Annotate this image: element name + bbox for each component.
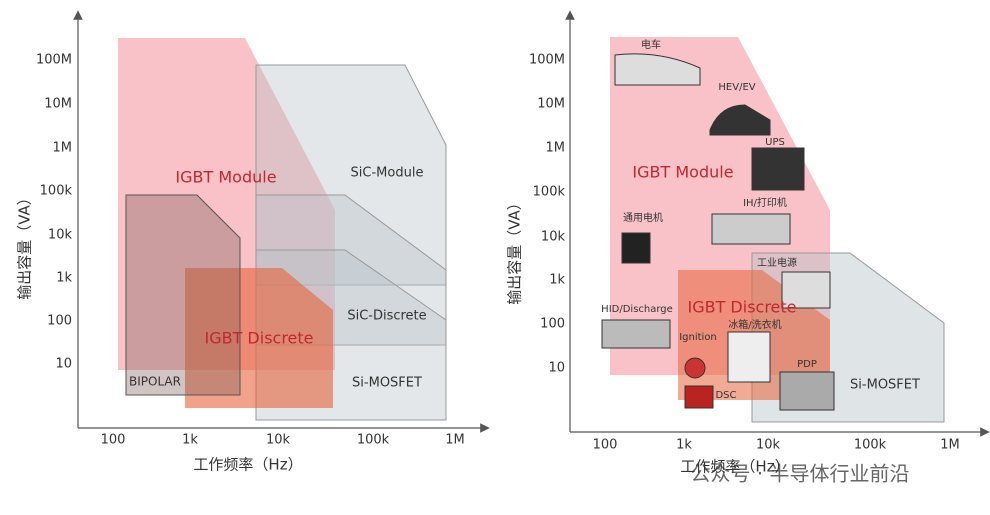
y-tick-label: 1k <box>549 273 565 288</box>
application-label: PDP <box>797 359 817 370</box>
app-icons <box>601 53 835 411</box>
y-tick-label: 1k <box>56 271 72 286</box>
application-label: HEV/EV <box>718 82 755 93</box>
x-tick-label: 10k <box>266 433 291 448</box>
x-tick-label: 1M <box>940 438 960 453</box>
y-tick-label: 10k <box>541 230 566 245</box>
y-axis-label: 输出容量（VA） <box>506 195 524 305</box>
application-label: DSC <box>715 390 736 401</box>
x-tick-label: 100 <box>101 433 126 448</box>
train-icon <box>614 53 701 86</box>
y-tick-label: 100k <box>533 185 566 200</box>
y-tick-label: 100 <box>540 317 565 332</box>
y-tick-label: 1M <box>53 141 73 156</box>
watermark: 公众号 · 半导体行业前沿 <box>690 462 909 486</box>
x-tick-label: 100 <box>593 438 618 453</box>
x-tick-label: 1k <box>182 433 198 448</box>
y-tick-label: 100k <box>40 184 73 199</box>
region-label: IGBT Module <box>632 163 733 182</box>
x-tick-label: 1k <box>676 438 692 453</box>
x-tick-label: 100k <box>357 433 390 448</box>
region-label: Si-MOSFET <box>850 378 920 393</box>
application-label: 工业电源 <box>757 256 797 269</box>
region <box>125 194 241 396</box>
region <box>185 268 333 408</box>
application-label: UPS <box>765 137 785 148</box>
psu-icon <box>781 271 831 309</box>
application-label: IH/打印机 <box>743 196 787 209</box>
x-axis-label: 工作频率（Hz） <box>680 458 789 476</box>
y-tick-label: 10k <box>48 228 73 243</box>
region-label: IGBT Discrete <box>204 329 313 348</box>
ih-icon <box>711 213 791 245</box>
region-label: SiC-Module <box>351 166 424 181</box>
hid-icon <box>601 319 671 349</box>
x-tick-label: 100k <box>854 438 887 453</box>
y-tick-label: 10 <box>55 357 72 372</box>
ignition-icon <box>684 357 706 379</box>
dsc-icon <box>684 385 714 409</box>
y-tick-label: 10M <box>44 97 72 112</box>
y-tick-label: 1M <box>546 141 566 156</box>
x-tick-label: 10k <box>756 438 781 453</box>
application-label: 电车 <box>641 38 661 51</box>
x-axis-label: 工作频率（Hz） <box>193 456 302 474</box>
motor-icon <box>621 232 651 264</box>
application-label: Ignition <box>679 332 717 343</box>
y-axis-label: 输出容量（VA） <box>16 190 34 300</box>
y-tick-label: 100 <box>47 314 72 329</box>
y-tick-label: 100M <box>36 53 72 68</box>
x-tick-label: 1M <box>445 433 465 448</box>
left-regions <box>118 38 447 421</box>
application-label: 通用电机 <box>623 211 663 224</box>
region-label: BIPOLAR <box>129 375 181 389</box>
application-label: 冰箱/洗衣机 <box>728 318 781 331</box>
region-label: IGBT Discrete <box>687 298 796 317</box>
y-tick-label: 10 <box>548 361 565 376</box>
fridge-icon <box>727 331 771 383</box>
pdp-icon <box>779 371 835 411</box>
region-label: Si-MOSFET <box>352 376 422 391</box>
y-tick-label: 100M <box>529 53 565 68</box>
y-tick-label: 10M <box>537 97 565 112</box>
region-label: IGBT Module <box>175 168 276 187</box>
ups-icon <box>751 147 805 191</box>
region-label: SiC-Discrete <box>347 309 426 324</box>
car-icon <box>709 104 771 136</box>
application-label: HID/Discharge <box>601 304 673 315</box>
